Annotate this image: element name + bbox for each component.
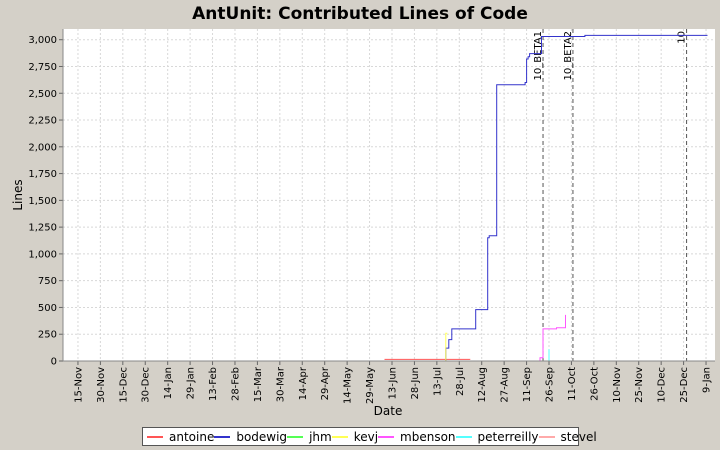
x-tick-label: 26-Oct — [589, 367, 600, 401]
y-tick-label: 2,500 — [28, 89, 57, 100]
legend-swatch — [455, 435, 472, 438]
release-marker-label: 10 — [677, 31, 688, 44]
x-tick-label: 30-Nov — [96, 367, 107, 403]
x-tick-label: 14-Apr — [298, 366, 309, 400]
legend-item-stevel: stevel — [538, 429, 597, 444]
legend-label: antoine — [169, 429, 215, 444]
legend-label: jhm — [309, 429, 332, 444]
legend-swatch — [287, 435, 304, 438]
legend-item-mbenson: mbenson — [378, 430, 456, 444]
legend-swatch — [538, 435, 555, 438]
y-axis-label: Lines — [11, 179, 25, 210]
x-tick-label: 28-Feb — [230, 367, 241, 401]
x-tick-label: 13-Jul — [432, 367, 443, 396]
plot-area — [63, 29, 715, 361]
y-tick-label: 750 — [38, 276, 57, 287]
y-tick-labels: 0 250 500 750 1,000 1,250 1,500 1,750 2,000 2,250… — [28, 29, 64, 368]
legend-item-kevj: kevj — [331, 429, 379, 444]
x-axis-label: Date — [374, 404, 403, 418]
release-marker-label: 10_BETA2 — [563, 31, 574, 80]
chart-title: AntUnit: Contributed Lines of Code — [192, 4, 528, 24]
y-tick-label: 2,750 — [28, 62, 57, 73]
x-tick-label: 14-May — [343, 367, 354, 404]
x-tick-label: 10-Nov — [612, 367, 623, 403]
legend-label: kevj — [353, 429, 379, 444]
x-tick-label: 10-Dec — [657, 367, 668, 403]
release-marker-label: 10_BETA1 — [533, 31, 544, 80]
x-tick-label: 25-Dec — [679, 367, 690, 403]
y-tick-label: 1,250 — [28, 223, 57, 234]
legend-swatch — [331, 435, 348, 438]
y-tick-label: 250 — [38, 330, 57, 341]
legend-swatch — [378, 435, 395, 438]
release-markers: 10_BETA1 10_BETA2 10 — [533, 29, 688, 361]
x-tick-label: 25-Nov — [634, 367, 645, 403]
y-tick-label: 1,000 — [28, 249, 57, 260]
legend: antoine bodewig jhm kevj mbenson peterreilly s… — [142, 427, 597, 446]
x-tick-label: 28-Jun — [410, 367, 421, 400]
x-tick-label: 14-Jan — [163, 367, 174, 399]
x-gridlines — [77, 29, 707, 361]
y-tick-label: 1,500 — [28, 196, 57, 207]
x-tick-labels: 15-Nov 30-Nov 15-Dec 30-Dec 14-Jan 29-Jan 13-F… — [63, 360, 715, 404]
x-tick-label: 13-Feb — [208, 367, 219, 401]
x-tick-label: 15-Dec — [118, 367, 129, 403]
y-tick-label: 0 — [51, 357, 57, 368]
x-tick-label: 15-Nov — [73, 367, 84, 403]
x-tick-label: 28-Jul — [455, 367, 466, 396]
legend-label: bodewig — [236, 429, 288, 444]
legend-label: stevel — [560, 429, 597, 444]
x-tick-label: 26-Sep — [545, 367, 556, 402]
x-tick-label: 11-Sep — [522, 367, 533, 402]
legend-swatch — [214, 435, 231, 438]
y-tick-label: 2,000 — [28, 142, 57, 153]
legend-item-peterreilly: peterreilly — [455, 429, 539, 444]
legend-item-antoine: antoine — [147, 430, 214, 444]
legend-label: peterreilly — [477, 429, 539, 444]
legend-item-jhm: jhm — [287, 430, 332, 444]
x-tick-label: 30-Dec — [141, 367, 152, 403]
y-tick-label: 500 — [38, 303, 57, 314]
y-tick-label: 1,750 — [28, 169, 57, 180]
legend-label: mbenson — [400, 429, 456, 444]
x-tick-label: 9-Jan — [702, 367, 713, 393]
x-tick-label: 29-Apr — [320, 366, 331, 400]
x-tick-label: 30-Mar — [275, 366, 286, 402]
series-line-bodewig — [444, 34, 708, 362]
legend-swatch — [147, 435, 163, 438]
y-tick-label: 2,250 — [28, 116, 57, 127]
y-tick-label: 3,000 — [28, 35, 57, 46]
x-tick-label: 29-Jan — [186, 367, 197, 399]
legend-item-bodewig: bodewig — [214, 430, 287, 444]
x-tick-label: 12-Aug — [477, 367, 488, 403]
series-line-mbenson — [538, 314, 566, 362]
x-tick-label: 15-Mar — [253, 366, 264, 402]
x-tick-label: 11-Oct — [567, 367, 578, 401]
y-gridlines — [63, 39, 715, 362]
x-tick-label: 29-May — [365, 367, 376, 404]
x-tick-label: 27-Aug — [500, 367, 511, 403]
x-tick-label: 13-Jun — [387, 367, 398, 400]
